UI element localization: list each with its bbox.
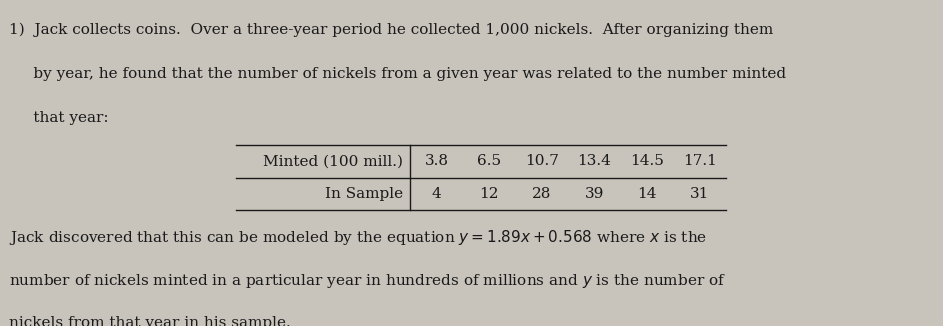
Text: number of nickels minted in a particular year in hundreds of millions and $y$ is: number of nickels minted in a particular… [9,272,726,290]
Text: nickels from that year in his sample.: nickels from that year in his sample. [9,316,291,326]
Text: 14: 14 [637,187,657,201]
Text: 39: 39 [585,187,604,201]
Text: 6.5: 6.5 [477,155,502,168]
Text: 3.8: 3.8 [424,155,449,168]
Text: 1)  Jack collects coins.  Over a three-year period he collected 1,000 nickels.  : 1) Jack collects coins. Over a three-yea… [9,23,773,37]
Text: Jack discovered that this can be modeled by the equation $y = 1.89x + 0.568$ whe: Jack discovered that this can be modeled… [9,228,707,247]
Text: Minted (100 mill.): Minted (100 mill.) [263,155,403,168]
Text: 13.4: 13.4 [577,155,611,168]
Text: 28: 28 [532,187,552,201]
Text: In Sample: In Sample [324,187,403,201]
Text: 12: 12 [479,187,499,201]
Text: 31: 31 [690,187,709,201]
Text: 14.5: 14.5 [630,155,664,168]
Text: 17.1: 17.1 [683,155,717,168]
Text: by year, he found that the number of nickels from a given year was related to th: by year, he found that the number of nic… [9,67,786,81]
Text: 10.7: 10.7 [525,155,559,168]
Text: that year:: that year: [9,111,109,125]
Text: 4: 4 [432,187,441,201]
